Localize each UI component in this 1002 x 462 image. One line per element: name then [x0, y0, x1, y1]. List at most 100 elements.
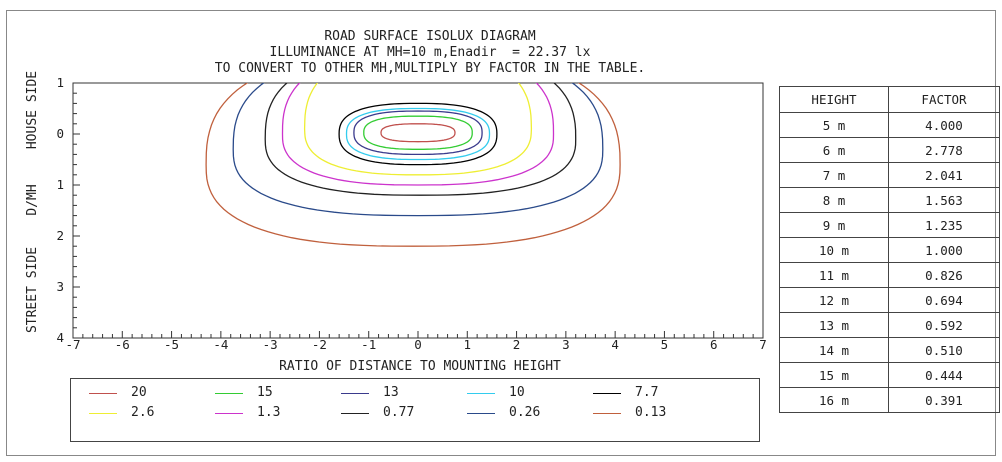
- legend-label: 1.3: [257, 405, 281, 420]
- y-tick-label: 3: [56, 279, 64, 294]
- y-axis-label-dmh: D/MH: [25, 184, 40, 215]
- legend-swatch: [467, 413, 495, 414]
- table-row: 10 m 1.000: [779, 237, 1000, 263]
- height-cell: 7 m: [779, 162, 889, 188]
- height-cell: 16 m: [779, 387, 889, 413]
- y-tick-label: 2: [56, 228, 64, 243]
- y-axis-label-street: STREET SIDE: [25, 247, 40, 333]
- x-tick-label: -7: [65, 337, 80, 352]
- factor-cell: 0.391: [888, 387, 1000, 413]
- legend-label: 0.26: [509, 405, 541, 420]
- x-tick-label: 1: [464, 337, 472, 352]
- table-row: 8 m 1.563: [779, 187, 1000, 213]
- legend-swatch: [341, 413, 369, 414]
- x-tick-label: -4: [213, 337, 228, 352]
- y-tick-label: 1: [56, 177, 64, 192]
- factor-cell: 0.510: [888, 337, 1000, 363]
- x-tick-label: -1: [361, 337, 376, 352]
- legend-swatch: [215, 393, 243, 394]
- legend-swatch: [341, 393, 369, 394]
- x-tick-label: -2: [312, 337, 327, 352]
- x-tick-label: -3: [263, 337, 278, 352]
- height-cell: 5 m: [779, 112, 889, 138]
- x-tick-label: 5: [661, 337, 669, 352]
- legend-item: 13: [341, 385, 461, 401]
- legend-item: 2.6: [89, 405, 209, 421]
- table-row: 11 m 0.826: [779, 262, 1000, 288]
- contour-20: [380, 123, 456, 143]
- contour-7.7: [338, 102, 498, 166]
- height-cell: 9 m: [779, 212, 889, 238]
- factor-cell: 1.000: [888, 237, 1000, 263]
- legend-swatch: [215, 413, 243, 414]
- table-header-factor: FACTOR: [888, 86, 1000, 113]
- legend-swatch: [467, 393, 495, 394]
- legend-item: 1.3: [215, 405, 335, 421]
- factor-cell: 0.444: [888, 362, 1000, 388]
- table-row: 6 m 2.778: [779, 137, 1000, 163]
- table-row: 7 m 2.041: [779, 162, 1000, 188]
- table-row: 15 m 0.444: [779, 362, 1000, 388]
- factor-cell: 4.000: [888, 112, 1000, 138]
- legend: 20 15 13 10 7.7 2.6 1.3 0.77 0.26 0.13: [70, 378, 760, 442]
- table-row: 5 m 4.000: [779, 112, 1000, 138]
- height-cell: 10 m: [779, 237, 889, 263]
- height-cell: 12 m: [779, 287, 889, 313]
- height-cell: 8 m: [779, 187, 889, 213]
- x-tick-label: -5: [164, 337, 179, 352]
- y-axis-label-house: HOUSE SIDE: [25, 71, 40, 149]
- legend-label: 0.77: [383, 405, 415, 420]
- table-row: 12 m 0.694: [779, 287, 1000, 313]
- legend-item: 15: [215, 385, 335, 401]
- height-cell: 15 m: [779, 362, 889, 388]
- legend-label: 7.7: [635, 385, 659, 400]
- y-tick-label: 4: [56, 330, 64, 345]
- legend-label: 0.13: [635, 405, 667, 420]
- factor-cell: 1.235: [888, 212, 1000, 238]
- table-row: 9 m 1.235: [779, 212, 1000, 238]
- height-cell: 14 m: [779, 337, 889, 363]
- factor-cell: 1.563: [888, 187, 1000, 213]
- factor-cell: 2.041: [888, 162, 1000, 188]
- legend-label: 2.6: [131, 405, 155, 420]
- legend-label: 20: [131, 385, 147, 400]
- x-tick-label: 0: [414, 337, 422, 352]
- contour-10: [345, 107, 491, 161]
- legend-label: 13: [383, 385, 399, 400]
- chart-title: ROAD SURFACE ISOLUX DIAGRAM: [324, 29, 536, 44]
- legend-item: 10: [467, 385, 587, 401]
- table-row: 14 m 0.510: [779, 337, 1000, 363]
- contour-2.6: [303, 83, 533, 176]
- y-tick-label: 1: [56, 75, 64, 90]
- chart-subtitle: ILLUMINANCE AT MH=10 m,Enadir = 22.37 lx: [269, 45, 591, 60]
- contour-15: [363, 115, 473, 150]
- legend-item: 7.7: [593, 385, 713, 401]
- legend-item: 0.13: [593, 405, 713, 421]
- mh-factor-table: HEIGHT FACTOR 5 m 4.000 6 m 2.778 7 m 2.041 8 …: [779, 86, 1000, 413]
- legend-label: 15: [257, 385, 273, 400]
- x-tick-label: 6: [710, 337, 718, 352]
- contour-13: [353, 110, 483, 156]
- legend-swatch: [593, 413, 621, 414]
- legend-item: 0.77: [341, 405, 461, 421]
- height-cell: 6 m: [779, 137, 889, 163]
- legend-item: 20: [89, 385, 209, 401]
- y-tick-label: 0: [56, 126, 64, 141]
- legend-swatch: [89, 413, 117, 414]
- table-header-height: HEIGHT: [779, 86, 889, 113]
- height-cell: 13 m: [779, 312, 889, 338]
- legend-item: 0.26: [467, 405, 587, 421]
- x-tick-label: 3: [562, 337, 570, 352]
- x-tick-label: -6: [115, 337, 130, 352]
- x-tick-label: 2: [513, 337, 521, 352]
- x-axis-label: RATIO OF DISTANCE TO MOUNTING HEIGHT: [279, 359, 561, 374]
- plot-area: [72, 82, 764, 339]
- legend-swatch: [593, 393, 621, 394]
- contour-0.26: [232, 83, 604, 217]
- table-row: 16 m 0.391: [779, 387, 1000, 413]
- legend-label: 10: [509, 385, 525, 400]
- legend-swatch: [89, 393, 117, 394]
- table-row: 13 m 0.592: [779, 312, 1000, 338]
- contour-1.3: [281, 83, 555, 186]
